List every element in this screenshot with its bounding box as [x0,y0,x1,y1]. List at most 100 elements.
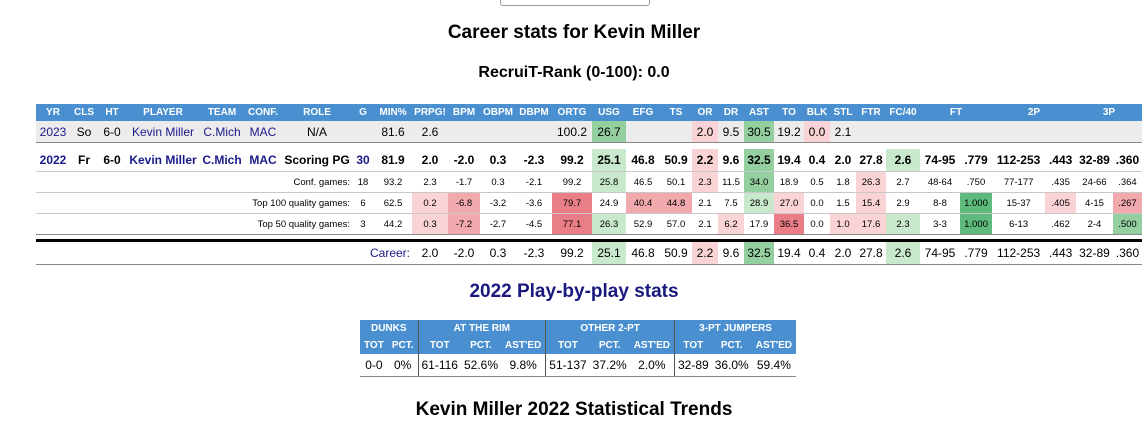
col-header[interactable]: CONF. [244,104,282,121]
sub-header: AST'ED [629,337,675,354]
cell: 2.2 [692,240,718,265]
col-header[interactable]: PLAYER [126,104,200,121]
cell: 0-0 [360,354,388,377]
team-link[interactable]: C.Mich [202,153,242,167]
cell: 62.5 [374,192,412,214]
cell: .435 [1045,171,1076,193]
player-link[interactable]: Kevin Miller [126,121,200,143]
col-header[interactable]: MIN% [374,104,412,121]
cell: -2.3 [516,240,552,265]
team-link[interactable]: C.Mich [200,121,244,143]
col-header[interactable]: FC/40 [886,104,920,121]
cell: 112-253 [992,240,1046,265]
col-header[interactable]: PRPG! [412,104,448,121]
split-row-top50: Top 50 quality games: 3 44.2 0.3 -7.2 -2… [36,213,1142,235]
cell: .779 [959,240,992,265]
spacer [36,142,1142,149]
pbp-title: 2022 Play-by-play stats [469,281,679,302]
cell: 1.5 [830,192,856,214]
cell: .360 [1115,153,1140,167]
cell: 0.3 [480,171,516,193]
recruit-rank: RecruiT-Rank (0-100): 0.0 [478,64,670,81]
col-header[interactable]: TS [660,104,692,121]
cell: 61-116 [417,354,461,377]
top-dropdown[interactable] [500,0,650,6]
cell: 2.0 [421,153,439,167]
cell [1076,121,1113,143]
cell: 32.5 [744,149,774,172]
conf-link[interactable]: MAC [249,153,277,167]
cell: 32-89 [1076,240,1113,265]
col-header[interactable]: 3P [1076,104,1142,121]
col-header[interactable]: BLK [804,104,830,121]
cell: 0.2 [412,192,448,214]
play-by-play-table: DUNKS AT THE RIM OTHER 2-PT 3-PT JUMPERS… [360,320,796,377]
col-header[interactable]: USG [592,104,626,121]
col-header[interactable]: G [352,104,374,121]
cell: Fr [78,153,90,167]
col-header[interactable]: CLS [70,104,98,121]
col-header[interactable]: FTR [856,104,886,121]
cell: 4-15 [1076,192,1113,214]
col-header[interactable]: TEAM [200,104,244,121]
col-header[interactable]: YR [36,104,70,121]
cell: 17.9 [744,213,774,235]
cell: 2.0% [629,354,675,377]
cell: 99.2 [552,240,592,265]
cell: -2.1 [516,171,552,193]
cell: 1.0 [830,213,856,235]
cell: 2.3 [886,213,920,235]
col-header[interactable]: ROLE [282,104,352,121]
cell: 0.3 [480,240,516,265]
pbp-group-row: DUNKS AT THE RIM OTHER 2-PT 3-PT JUMPERS [360,320,796,337]
cell: 6.2 [718,213,744,235]
cell [448,121,480,143]
col-header[interactable]: OBPM [480,104,516,121]
col-header[interactable]: DBPM [516,104,552,121]
cell: .443 [1048,153,1073,167]
cell: 32-89 [1079,153,1110,167]
group-header: OTHER 2-PT [545,320,675,337]
year-link[interactable]: 2023 [36,121,70,143]
cell: -2.0 [448,240,480,265]
col-header[interactable]: ORTG [552,104,592,121]
col-header[interactable]: TO [774,104,804,121]
split-label: Conf. games: [36,171,352,193]
group-header: AT THE RIM [417,320,546,337]
col-header[interactable]: FT [920,104,992,121]
cell: 59.4% [751,354,796,377]
col-header[interactable]: DR [718,104,744,121]
split-label: Top 100 quality games: [36,192,352,214]
cell: Scoring PG [284,153,350,167]
col-header[interactable]: HT [98,104,126,121]
cell: 74-95 [924,153,956,167]
stats-header-row: YR CLS HT PLAYER TEAM CONF. ROLE G MIN% … [36,104,1142,121]
split-row-conf: Conf. games: 18 93.2 2.3 -1.7 0.3 -2.1 9… [36,171,1142,193]
cell: 52.6% [460,354,502,377]
col-header[interactable]: EFG [626,104,660,121]
year-link[interactable]: 2022 [39,153,67,167]
cell: 2.1 [830,121,856,143]
sub-header: PCT. [387,337,418,354]
cell: 46.5 [626,171,660,193]
career-stats-table: YR CLS HT PLAYER TEAM CONF. ROLE G MIN% … [36,104,1142,265]
cell [660,121,692,143]
cell: 18 [352,171,374,193]
cell: 93.2 [374,171,412,193]
cell: 79.7 [552,192,592,214]
col-header[interactable]: 2P [992,104,1076,121]
cell [992,121,1046,143]
sub-header: TOT [673,337,712,354]
cell: 18.9 [774,171,804,193]
col-header[interactable]: BPM [448,104,480,121]
col-header[interactable]: AST [744,104,774,121]
cell: 2.0 [412,240,448,265]
player-link[interactable]: Kevin Miller [129,153,197,167]
conf-link[interactable]: MAC [244,121,282,143]
col-header[interactable]: OR [692,104,718,121]
col-header[interactable]: STL [830,104,856,121]
cell: -7.2 [448,213,480,235]
cell: 36.0% [711,354,752,377]
games-link[interactable]: 30 [356,153,370,167]
cell: 81.9 [381,153,405,167]
